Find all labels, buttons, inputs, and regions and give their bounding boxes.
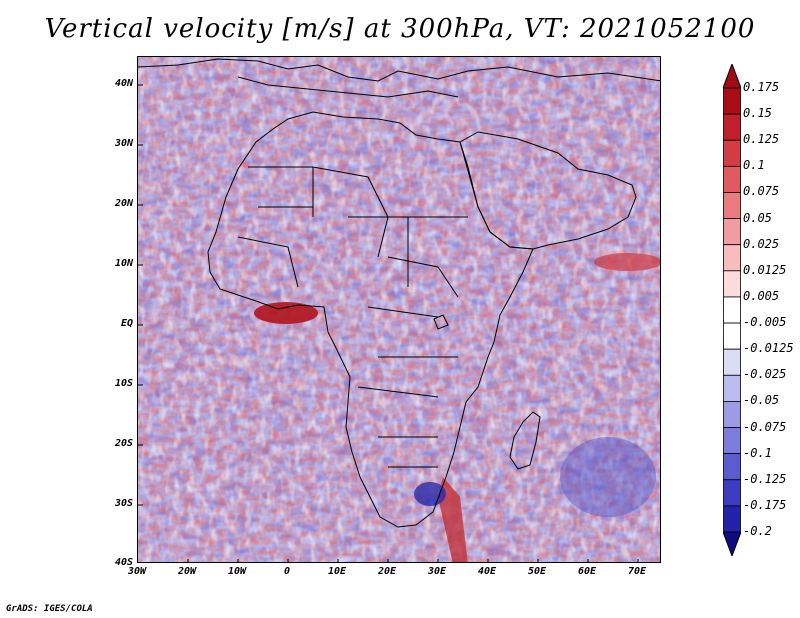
lon-label-60e: 60E bbox=[577, 566, 597, 577]
europe-coastline bbox=[138, 58, 660, 82]
lat-label-eq: EQ bbox=[120, 318, 133, 329]
lat-label-30s: 30S bbox=[114, 498, 133, 509]
colorbar-swatch bbox=[723, 374, 741, 402]
lon-label-50e: 50E bbox=[527, 566, 547, 577]
mediterranean-north bbox=[237, 76, 459, 98]
map-plot-area bbox=[137, 56, 661, 563]
colorbar-tick-label: 0.125 bbox=[743, 132, 780, 147]
lat-label-40n: 40N bbox=[114, 78, 133, 89]
downdraft-indian-ocean bbox=[560, 437, 656, 517]
colorbar-swatch bbox=[723, 505, 741, 533]
arabia-coastline bbox=[459, 131, 637, 250]
lon-label-20e: 20E bbox=[377, 566, 397, 577]
colorbar-tick-label: 0.0125 bbox=[743, 262, 787, 277]
africa-coastline bbox=[207, 111, 534, 528]
lat-label-20n: 20N bbox=[114, 198, 133, 209]
updraft-arabian-sea bbox=[594, 253, 660, 271]
colorbar-swatch bbox=[723, 348, 741, 376]
colorbar-swatch bbox=[723, 479, 741, 507]
colorbar-tick-label: -0.075 bbox=[743, 419, 787, 434]
lon-label-30w: 30W bbox=[127, 566, 147, 577]
colorbar bbox=[723, 64, 741, 556]
lon-label-70e: 70E bbox=[627, 566, 647, 577]
colorbar-max-triangle bbox=[723, 64, 741, 89]
colorbar-tick-label: 0.075 bbox=[743, 184, 780, 199]
colorbar-swatch bbox=[723, 427, 741, 455]
colorbar-swatch bbox=[723, 113, 741, 141]
madagascar-coastline bbox=[509, 411, 541, 470]
coastlines bbox=[138, 58, 660, 528]
lake-victoria bbox=[433, 314, 449, 330]
colorbar-swatch bbox=[723, 192, 741, 219]
colorbar-swatch bbox=[723, 401, 741, 428]
colorbar-tick-label: 0.175 bbox=[743, 80, 780, 94]
lon-label-10e: 10E bbox=[327, 566, 347, 577]
colorbar-min-triangle bbox=[723, 531, 741, 556]
colorbar-swatch bbox=[723, 165, 741, 193]
updraft-southeast-africa bbox=[438, 477, 468, 562]
footer-credit: GrADS: IGES/COLA bbox=[6, 604, 93, 614]
colorbar-swatch bbox=[723, 270, 741, 298]
colorbar-tick-label: -0.05 bbox=[743, 393, 780, 408]
colorbar-swatch bbox=[723, 218, 741, 246]
colorbar-swatch bbox=[723, 244, 741, 272]
lat-label-40s: 40S bbox=[114, 557, 133, 568]
lon-label-20w: 20W bbox=[177, 566, 197, 577]
colorbar-tick-label: -0.005 bbox=[743, 315, 787, 330]
lat-label-10s: 10S bbox=[114, 378, 133, 389]
colorbar-tick-label: -0.125 bbox=[743, 471, 787, 486]
lon-label-0: 0 bbox=[283, 566, 291, 577]
lon-label-10w: 10W bbox=[227, 566, 247, 577]
lat-label-10n: 10N bbox=[114, 258, 133, 269]
colorbar-tick-label: -0.175 bbox=[743, 497, 787, 512]
colorbar-tick-label: 0.1 bbox=[743, 158, 765, 173]
colorbar-tick-label: 0.05 bbox=[743, 210, 772, 225]
lon-label-40e: 40E bbox=[477, 566, 497, 577]
colorbar-swatch bbox=[723, 453, 741, 481]
colorbar-tick-label: 0.15 bbox=[743, 106, 772, 121]
colorbar-tick-label: -0.1 bbox=[743, 445, 772, 460]
strong-updraft-gulf-of-guinea bbox=[254, 302, 318, 324]
velocity-field-map bbox=[138, 57, 660, 562]
colorbar-swatch bbox=[723, 87, 741, 115]
downdraft-south-africa bbox=[414, 482, 446, 506]
colorbar-swatch bbox=[723, 296, 741, 324]
colorbar-tick-label: 0.005 bbox=[743, 288, 780, 303]
lat-label-20s: 20S bbox=[114, 438, 133, 449]
colorbar-swatch bbox=[723, 139, 741, 167]
axis-ticks bbox=[138, 84, 639, 562]
colorbar-swatch bbox=[723, 322, 741, 350]
colorbar-tick-label: -0.2 bbox=[743, 524, 772, 538]
colorbar-tick-label: -0.025 bbox=[743, 367, 787, 382]
internal-borders bbox=[237, 166, 468, 468]
colorbar-tick-label: 0.025 bbox=[743, 236, 780, 251]
lon-label-30e: 30E bbox=[427, 566, 447, 577]
colorbar-tick-label: -0.0125 bbox=[743, 341, 794, 356]
map-title: Vertical velocity [m/s] at 300hPa, VT: 2… bbox=[44, 14, 756, 44]
lat-label-30n: 30N bbox=[114, 138, 133, 149]
